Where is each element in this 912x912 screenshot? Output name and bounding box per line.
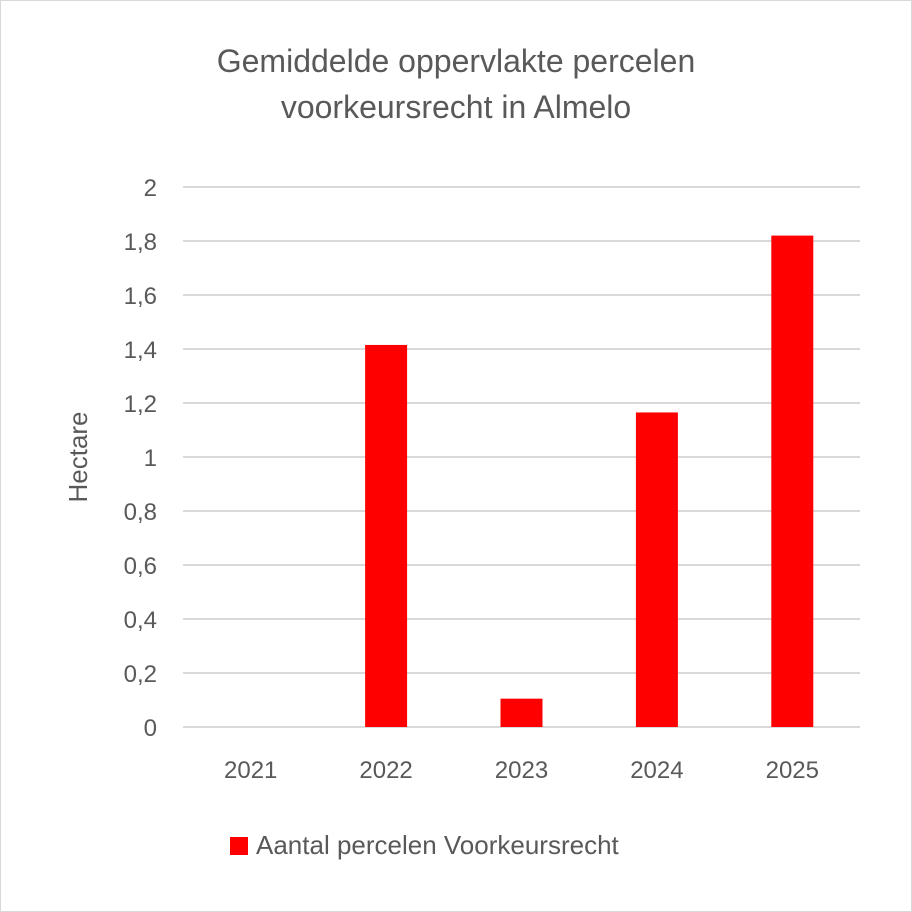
- legend-label: Aantal percelen Voorkeursrecht: [256, 830, 619, 860]
- bar-2023: [500, 698, 543, 727]
- bar-2024: [635, 412, 678, 727]
- y-tick-label: 1,4: [124, 337, 157, 364]
- y-tick-label: 0,8: [124, 499, 157, 526]
- y-tick-label: 0,6: [124, 553, 157, 580]
- chart-title-line-2: voorkeursrecht in Almelo: [280, 89, 632, 125]
- y-tick-label: 0,4: [124, 607, 157, 634]
- legend-swatch: [230, 836, 248, 855]
- x-tick-label: 2025: [766, 757, 819, 784]
- legend: Aantal percelen Voorkeursrecht: [230, 830, 619, 861]
- x-tick-label: 2024: [630, 757, 683, 784]
- y-tick-label: 2: [144, 175, 157, 202]
- y-tick-labels: 0 0,2 0,4 0,6 0,8 1 1,2 1,4 1,6 1,8 2: [124, 175, 157, 742]
- x-tick-label: 2022: [359, 757, 412, 784]
- bar-2022: [365, 344, 408, 727]
- bars: [365, 235, 814, 727]
- y-tick-label: 0: [144, 715, 157, 742]
- x-tick-labels: 2021 2022 2023 2024 2025: [224, 757, 819, 784]
- bar-2025: [771, 235, 814, 727]
- y-tick-label: 1,2: [124, 391, 157, 418]
- x-tick-label: 2023: [495, 757, 548, 784]
- chart-title-line-1: Gemiddelde oppervlakte percelen: [216, 43, 696, 79]
- x-tick-label: 2021: [224, 757, 277, 784]
- y-axis-label: Hectare: [63, 411, 93, 502]
- y-tick-label: 0,2: [124, 661, 157, 688]
- y-tick-label: 1,6: [124, 283, 157, 310]
- y-tick-label: 1: [144, 445, 157, 472]
- chart-title: Gemiddelde oppervlakte percelen voorkeur…: [0, 38, 912, 130]
- y-tick-label: 1,8: [124, 229, 157, 256]
- gridlines: [183, 186, 860, 728]
